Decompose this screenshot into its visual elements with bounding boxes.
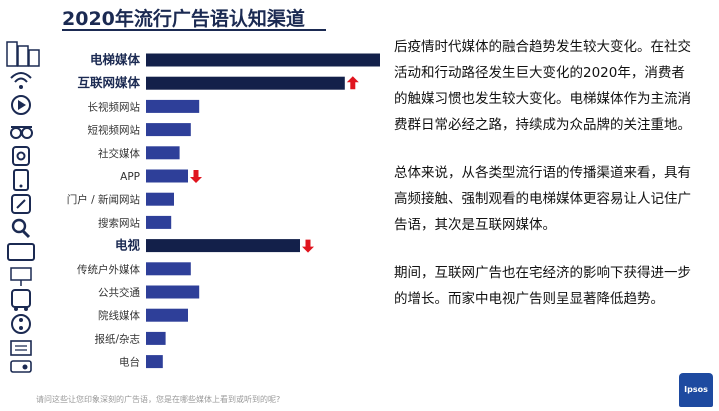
down-arrow-icon [302, 239, 314, 253]
category-label: 互联网媒体 [77, 75, 140, 90]
film-reel-icon [11, 314, 31, 334]
up-arrow-icon [346, 76, 359, 90]
link-icon [11, 194, 31, 214]
bar [146, 146, 180, 160]
bar [146, 239, 300, 253]
bar [146, 215, 172, 229]
category-label: 电梯媒体 [90, 52, 141, 67]
down-arrow-icon [190, 170, 202, 183]
commentary: 后疫情时代媒体的融合趋势发生较大变化。在社交活动和行动路径发生巨大变化的2020… [394, 34, 694, 334]
search-icon [11, 218, 31, 239]
play-icon [11, 95, 31, 115]
phone-icon [13, 169, 29, 191]
category-label: 电视 [115, 238, 141, 253]
category-label: 搜索网站 [98, 216, 140, 229]
paragraph-3: 期间，互联网广告也在宅经济的影响下获得进一步的增长。而家中电视广告则呈显著降低趋… [394, 265, 691, 307]
bar [146, 355, 163, 369]
bar [146, 99, 200, 113]
title-underline [62, 29, 326, 31]
gear-phone-icon [12, 146, 30, 166]
category-label: APP [120, 171, 140, 183]
category-label: 长视频网站 [88, 100, 141, 113]
bar [146, 308, 188, 322]
newspaper-icon [10, 340, 32, 356]
category-label: 社交媒体 [98, 147, 140, 160]
footnote: 请问这些让您印象深刻的广告语，您是在哪些媒体上看到或听到的呢? [36, 395, 281, 404]
category-label: 电台 [119, 356, 140, 369]
page-title: 2020年流行广告语认知渠道 [62, 8, 305, 30]
category-label: 传统户外媒体 [77, 263, 140, 276]
ipsos-logo: Ipsos [679, 373, 713, 407]
bar [146, 262, 191, 276]
paragraph-1: 后疫情时代媒体的融合趋势发生较大变化。在社交活动和行动路径发生巨大变化的2020… [394, 39, 691, 133]
radio-icon [10, 360, 32, 373]
bar [146, 285, 200, 299]
bus-icon [11, 289, 31, 311]
bar [146, 192, 174, 206]
category-label: 公共交通 [98, 286, 140, 299]
category-label: 院线媒体 [98, 309, 140, 322]
category-label: 门户 / 新闻网站 [67, 193, 141, 206]
bar [146, 331, 166, 345]
paragraph-2: 总体来说，从各类型流行语的传播渠道来看，具有高频接触、强制观看的电梯媒体更容易让… [394, 165, 691, 233]
bar [146, 123, 191, 137]
category-label: 短视频网站 [88, 124, 141, 137]
bar [146, 76, 345, 90]
bar [146, 169, 188, 183]
building-icon [6, 41, 40, 67]
billboard-icon [10, 267, 32, 286]
wifi-icon [10, 72, 32, 89]
bar [146, 53, 380, 67]
tv-icon [7, 243, 35, 261]
glasses-icon [10, 126, 33, 139]
category-label: 报纸/杂志 [94, 332, 140, 345]
